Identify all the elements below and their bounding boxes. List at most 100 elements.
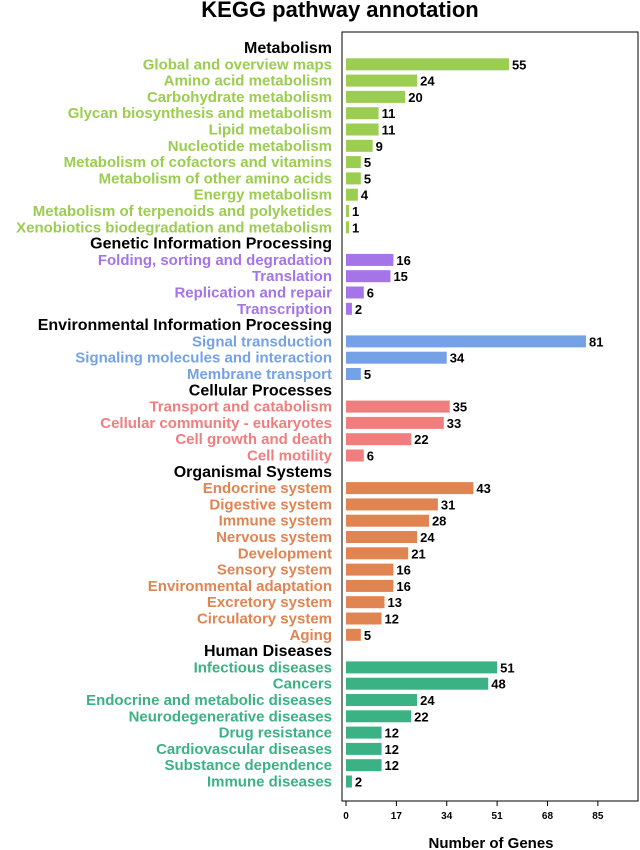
value-label: 31 xyxy=(441,497,455,512)
value-label: 12 xyxy=(385,742,399,757)
value-label: 34 xyxy=(450,351,465,366)
group-label: Metabolism xyxy=(244,40,332,57)
value-label: 33 xyxy=(447,416,461,431)
category-label: Xenobiotics biodegradation and metabolis… xyxy=(16,219,332,236)
category-label: Infectious diseases xyxy=(194,659,332,676)
bar xyxy=(346,221,349,234)
value-label: 81 xyxy=(589,334,603,349)
group-label: Genetic Information Processing xyxy=(90,236,332,253)
bar xyxy=(346,726,382,739)
bar xyxy=(346,710,412,723)
category-label: Amino acid metabolism xyxy=(164,73,332,90)
bar xyxy=(346,612,382,625)
category-label: Cell growth and death xyxy=(175,431,332,448)
bar xyxy=(346,270,391,283)
category-label: Translation xyxy=(252,268,332,285)
category-label: Endocrine system xyxy=(203,480,332,497)
category-label: Membrane transport xyxy=(187,366,332,383)
bar xyxy=(346,531,418,543)
bar xyxy=(346,742,382,755)
category-label: Cell motility xyxy=(247,448,333,465)
value-label: 12 xyxy=(385,612,399,627)
category-label: Digestive system xyxy=(209,496,332,513)
category-label: Energy metabolism xyxy=(194,187,332,204)
bar xyxy=(346,498,438,511)
category-label: Metabolism of terpenoids and polyketides xyxy=(33,203,332,220)
group-label: Organismal Systems xyxy=(174,464,332,481)
x-tick-label: 68 xyxy=(542,811,554,822)
bar xyxy=(346,677,489,690)
category-label: Replication and repair xyxy=(174,285,332,302)
value-label: 48 xyxy=(491,677,505,692)
category-label: Folding, sorting and degradation xyxy=(98,252,332,269)
value-label: 51 xyxy=(500,660,514,675)
value-label: 2 xyxy=(355,775,362,790)
category-label: Signaling molecules and interaction xyxy=(75,350,332,367)
category-label: Circulatory system xyxy=(197,611,332,628)
value-label: 5 xyxy=(364,367,371,382)
value-label: 5 xyxy=(364,628,371,643)
value-label: 1 xyxy=(352,204,359,219)
bar xyxy=(346,286,364,299)
category-label: Immune system xyxy=(219,513,332,530)
value-label: 24 xyxy=(420,530,435,545)
value-label: 22 xyxy=(414,709,428,724)
bar xyxy=(346,775,352,788)
value-label: 1 xyxy=(352,220,359,235)
category-label: Immune diseases xyxy=(207,774,332,791)
bar xyxy=(346,107,379,120)
bar xyxy=(346,205,349,217)
value-label: 16 xyxy=(396,579,410,594)
x-tick-label: 85 xyxy=(592,811,604,822)
bar xyxy=(346,335,587,348)
bar xyxy=(346,579,394,592)
group-label: Cellular Processes xyxy=(189,382,332,399)
bar xyxy=(346,302,352,315)
bar xyxy=(346,596,385,609)
bar xyxy=(346,449,364,462)
bar xyxy=(346,368,361,380)
category-label: Excretory system xyxy=(207,594,332,611)
x-tick-label: 0 xyxy=(343,811,349,822)
x-axis-label: Number of Genes xyxy=(428,835,553,850)
bar xyxy=(346,74,418,87)
category-label: Nervous system xyxy=(216,529,332,546)
value-label: 6 xyxy=(367,286,374,301)
category-label: Cardiovascular diseases xyxy=(156,741,332,758)
value-label: 5 xyxy=(364,155,371,170)
x-tick-label: 51 xyxy=(492,811,504,822)
value-label: 43 xyxy=(476,481,490,496)
bar xyxy=(346,416,444,429)
category-label: Lipid metabolism xyxy=(209,122,332,139)
bar xyxy=(346,433,412,446)
group-label: Environmental Information Processing xyxy=(38,317,332,334)
value-label: 16 xyxy=(396,563,410,578)
x-tick-label: 17 xyxy=(391,811,403,822)
value-label: 11 xyxy=(382,123,396,138)
category-label: Cancers xyxy=(273,676,332,693)
bar xyxy=(346,188,358,201)
category-label: Endocrine and metabolic diseases xyxy=(86,692,332,709)
value-label: 55 xyxy=(512,57,526,72)
bar xyxy=(346,759,382,772)
category-label: Signal transduction xyxy=(192,333,332,350)
bar xyxy=(346,90,406,103)
category-label: Metabolism of other amino acids xyxy=(99,170,332,187)
value-label: 6 xyxy=(367,449,374,464)
value-label: 13 xyxy=(388,595,402,610)
category-label: Sensory system xyxy=(217,562,332,579)
bar xyxy=(346,172,361,185)
category-label: Transcription xyxy=(237,301,332,318)
value-label: 15 xyxy=(393,269,407,284)
value-label: 35 xyxy=(453,400,467,415)
category-label: Drug resistance xyxy=(219,725,332,742)
bar xyxy=(346,547,409,560)
bar xyxy=(346,482,474,495)
category-label: Transport and catabolism xyxy=(149,399,332,416)
bar xyxy=(346,58,509,71)
category-label: Neurodegenerative diseases xyxy=(129,708,332,725)
category-label: Glycan biosynthesis and metabolism xyxy=(68,105,332,122)
category-label: Development xyxy=(238,545,332,562)
value-label: 2 xyxy=(355,302,362,317)
